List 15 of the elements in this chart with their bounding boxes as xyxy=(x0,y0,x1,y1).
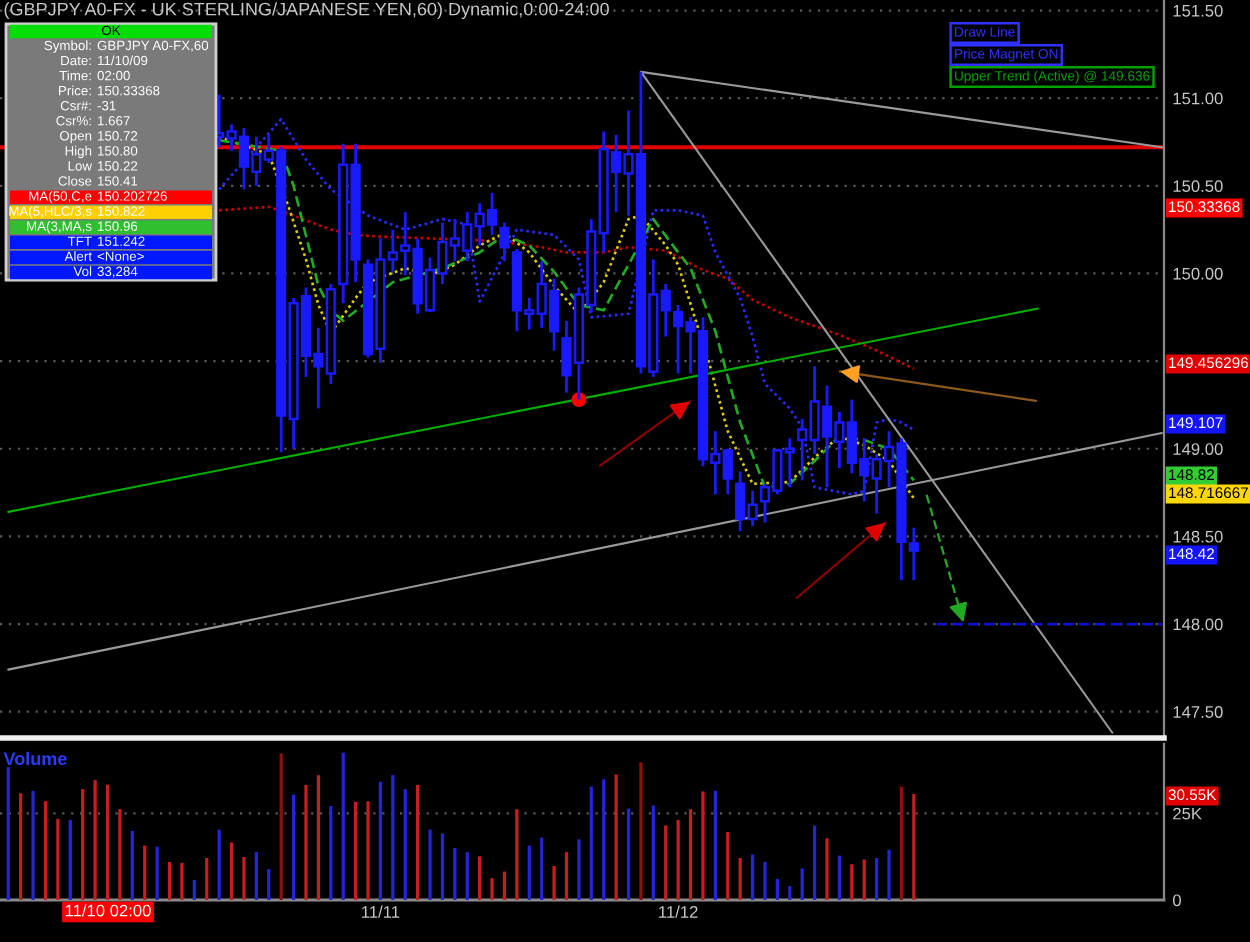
text: 11/10 02:00 xyxy=(65,904,151,917)
chart-title: (GBPJPY A0-FX - UK STERLING/JAPANESE YEN,60) Dynamic,0:00-24:00 xyxy=(4,2,609,20)
y-tick-label: 149.00 xyxy=(1173,443,1223,455)
x-tick-label: 11/12 xyxy=(659,905,698,918)
y-tick-label: 148.50 xyxy=(1173,530,1223,543)
y-tick-label: 150.50 xyxy=(1173,180,1223,193)
y-tick-label: 148.00 xyxy=(1173,618,1223,631)
chart-title: Volume xyxy=(3,751,67,766)
y-tick-label: 151.50 xyxy=(1173,4,1223,17)
x-tick-label: 11/11 xyxy=(362,905,400,918)
y-tick-label: 151.00 xyxy=(1173,92,1223,105)
y-tick-label: 0 xyxy=(1172,894,1181,907)
y-tick-label: 150.00 xyxy=(1173,267,1223,280)
y-tick-label: 147.50 xyxy=(1173,706,1223,718)
y-tick-label: 25K xyxy=(1173,807,1202,820)
